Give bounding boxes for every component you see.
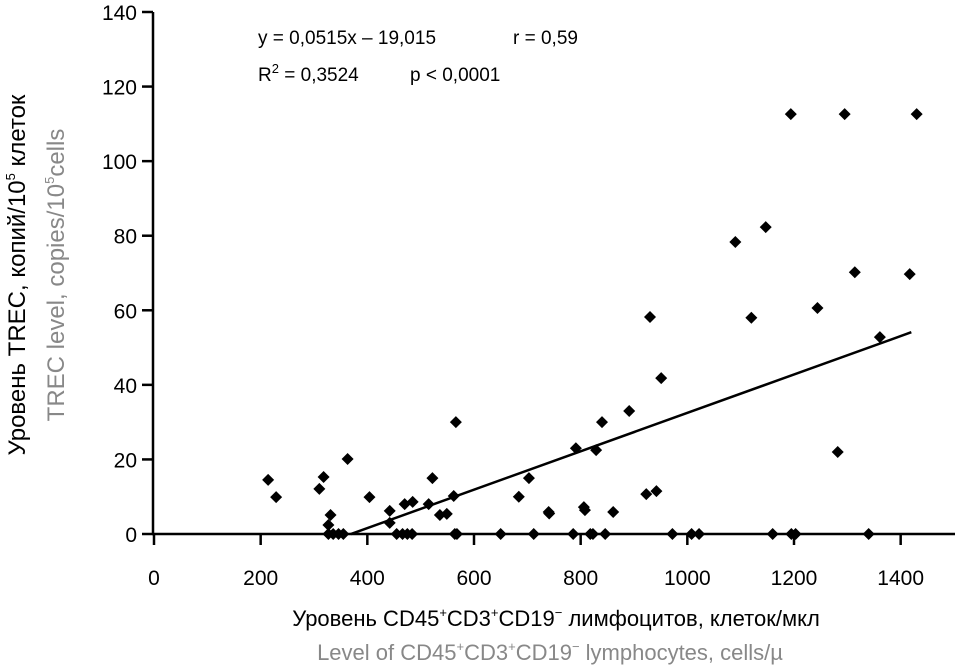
data-point	[447, 489, 460, 502]
data-point	[433, 508, 446, 521]
data-point	[789, 528, 802, 540]
regression-line	[350, 331, 912, 536]
y-tick-label: 80	[114, 226, 137, 249]
y-tick-label: 120	[102, 77, 137, 100]
data-point	[623, 404, 636, 417]
data-point	[543, 507, 556, 520]
data-point	[494, 528, 507, 540]
data-point	[324, 508, 337, 521]
x-axis-title-ru: Уровень CD45+CD3+CD19− лимфоцитов, клето…	[292, 605, 820, 631]
x-tick-label: 1400	[877, 567, 924, 590]
y-axis-title-en: TREC level, copies/105cells	[42, 129, 70, 422]
y-tick-label: 100	[102, 151, 137, 174]
axes	[151, 12, 955, 536]
data-point	[383, 504, 396, 517]
data-point	[440, 507, 453, 520]
x-tick-label: 800	[563, 567, 598, 590]
y-axis-title-ru: Уровень TREC, копий/105 клеток	[3, 94, 31, 455]
data-point	[578, 504, 591, 517]
data-point	[685, 528, 698, 540]
data-point	[341, 453, 354, 466]
p-value: p < 0,0001	[410, 65, 500, 86]
correlation-r: r = 0,59	[513, 28, 578, 49]
data-point	[270, 491, 283, 504]
data-point	[640, 488, 653, 501]
data-point	[569, 442, 582, 455]
data-point	[759, 221, 772, 234]
x-tick-label: 400	[350, 567, 385, 590]
y-tick-label: 0	[125, 524, 137, 547]
data-point	[383, 516, 396, 529]
data-point	[262, 473, 275, 486]
data-point	[666, 528, 679, 540]
data-point	[873, 331, 886, 344]
data-point	[363, 491, 376, 504]
data-point	[862, 528, 875, 540]
data-point	[644, 310, 656, 323]
data-point	[650, 485, 663, 498]
data-point	[848, 266, 861, 279]
data-point	[693, 528, 706, 540]
data-point	[406, 528, 419, 540]
data-point	[910, 108, 923, 121]
data-point	[527, 528, 540, 540]
data-point	[313, 482, 326, 495]
data-point	[831, 445, 844, 458]
y-tick-label: 140	[102, 2, 137, 25]
data-point	[422, 498, 435, 511]
data-point	[607, 506, 620, 519]
data-point	[450, 528, 463, 540]
data-point	[317, 470, 330, 483]
data-point	[590, 444, 603, 457]
data-point	[838, 108, 851, 121]
x-tick-label: 200	[243, 567, 278, 590]
data-point	[784, 108, 797, 121]
data-point	[811, 302, 824, 315]
data-point	[512, 490, 525, 503]
y-tick-label: 60	[114, 300, 137, 323]
data-point	[766, 528, 779, 540]
data-point	[599, 528, 612, 540]
data-point	[729, 236, 742, 249]
data-point	[586, 528, 599, 540]
data-point	[596, 416, 608, 429]
data-point	[522, 472, 535, 485]
data-point	[426, 472, 439, 485]
x-tick-label: 1000	[664, 567, 711, 590]
data-point	[745, 311, 758, 324]
data-point	[655, 372, 668, 385]
r-squared: R2 = 0,3524	[258, 61, 359, 86]
data-point	[903, 268, 916, 281]
data-point	[449, 416, 462, 429]
x-tick-label: 0	[148, 567, 160, 590]
x-tick-label: 1200	[771, 567, 818, 590]
x-axis-title-en: Level of CD45+CD3+CD19− lymphocytes, cel…	[317, 639, 783, 665]
data-point	[322, 519, 335, 532]
x-tick-label: 600	[456, 567, 491, 590]
regression-equation: y = 0,0515x – 19,015	[258, 28, 436, 49]
data-point	[337, 528, 350, 540]
data-point	[406, 495, 419, 508]
y-tick-label: 20	[114, 449, 137, 472]
y-tick-label: 40	[114, 375, 137, 398]
data-point	[567, 528, 580, 540]
